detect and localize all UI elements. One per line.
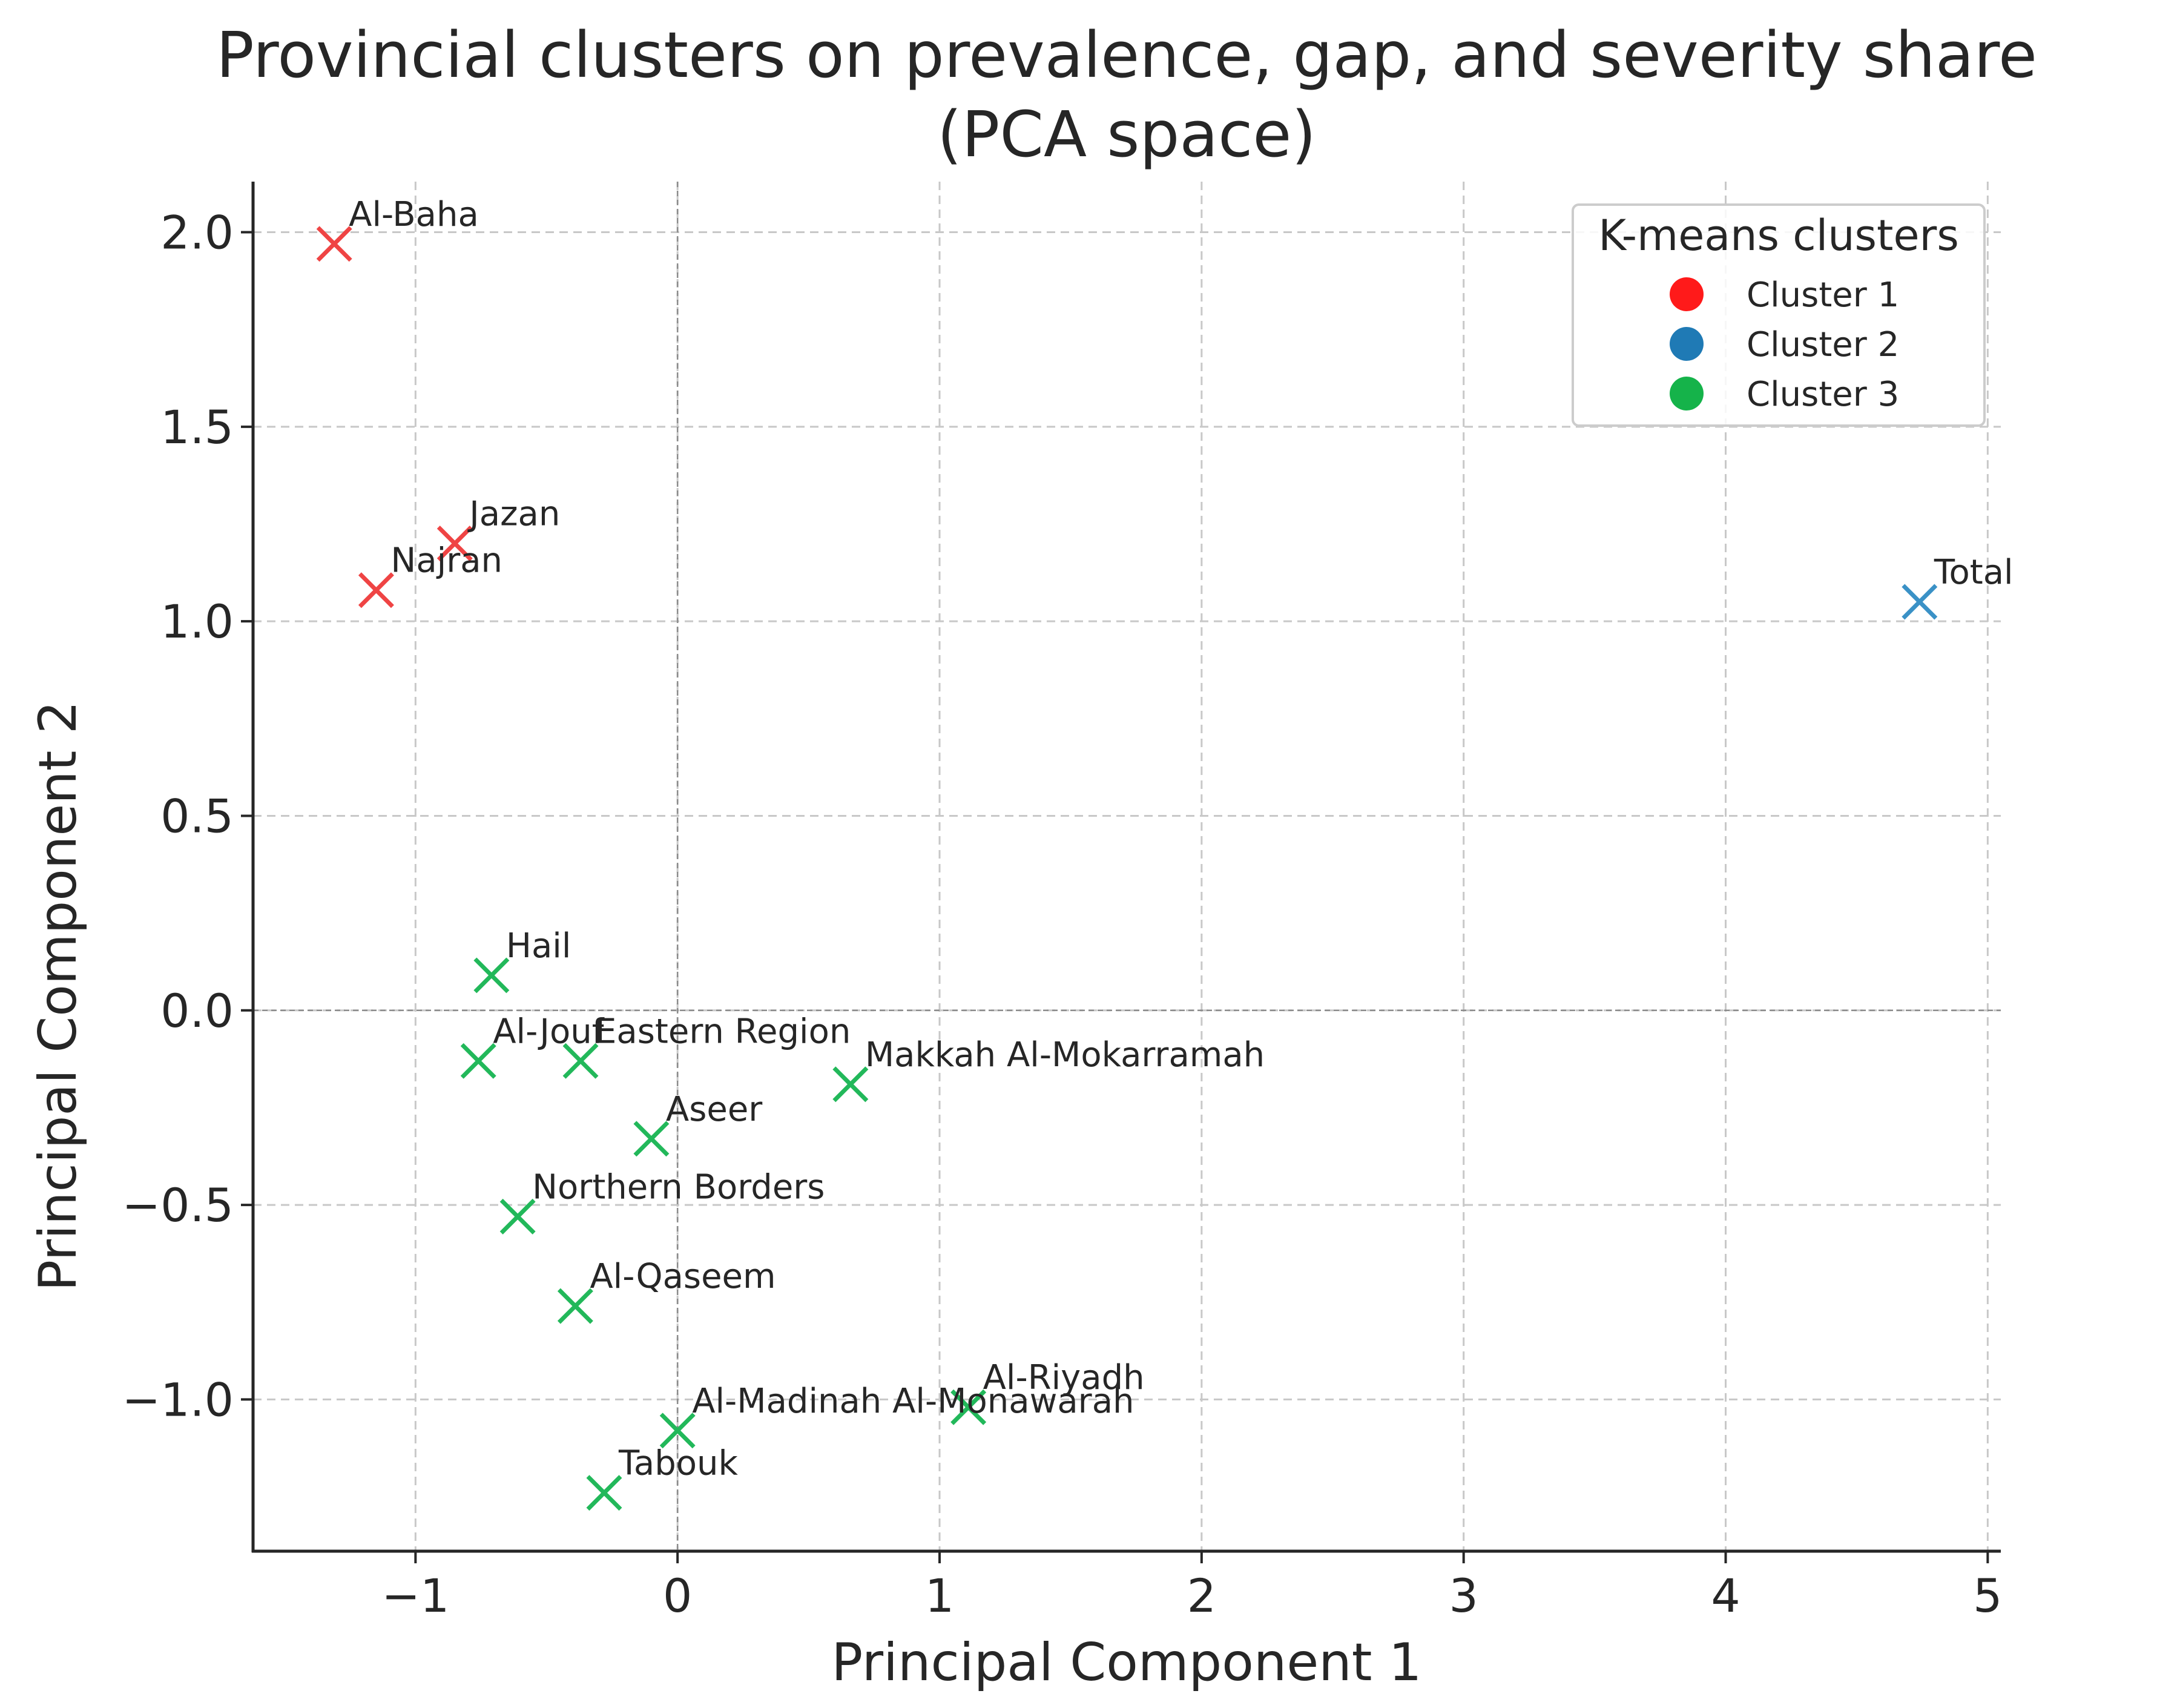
point-jazan — [436, 526, 473, 562]
point-al-qaseem — [557, 1288, 593, 1324]
y-tick-label: 0.5 — [160, 789, 234, 843]
x-tick-label: 0 — [663, 1569, 692, 1623]
point-al-riyadh — [950, 1389, 987, 1425]
point-label-makkah-al-mokarramah: Makkah Al-Mokarramah — [865, 1035, 1265, 1075]
point-label-hail: Hail — [506, 926, 571, 966]
point-label-eastern-region: Eastern Region — [595, 1012, 851, 1051]
point-hail — [473, 957, 510, 994]
y-tick-label: 1.0 — [160, 595, 234, 648]
x-tick-label: 4 — [1711, 1569, 1740, 1623]
y-tick-label: −1.0 — [122, 1373, 234, 1426]
legend-box — [1572, 203, 1986, 427]
point-label-tabouk: Tabouk — [618, 1444, 739, 1483]
x-tick-label: 1 — [925, 1569, 954, 1623]
x-axis-label: Principal Component 1 — [831, 1632, 1421, 1693]
x-tick-label: 3 — [1449, 1569, 1478, 1623]
y-tick-label: 1.5 — [160, 400, 234, 454]
point-al-jouf — [460, 1043, 496, 1079]
y-tick-label: −0.5 — [122, 1178, 234, 1232]
legend-marker-cluster-2 — [1670, 327, 1704, 361]
point-aseer — [633, 1121, 670, 1157]
y-tick-label: 0.0 — [160, 984, 234, 1038]
y-axis-label: Principal Component 2 — [28, 701, 88, 1291]
x-tick-label: 2 — [1187, 1569, 1216, 1623]
point-tabouk — [586, 1475, 622, 1511]
point-al-baha — [316, 226, 352, 262]
point-label-al-madinah-al-monawarah: Al-Madinah Al-Monawarah — [692, 1382, 1134, 1421]
point-label-aseer: Aseer — [666, 1090, 763, 1129]
point-label-najran: Najran — [390, 541, 502, 581]
axes-layer: −1 0 1 2 3 4 5 −1.0 −0.5 0.0 0.5 1.0 1.5 2.0 — [122, 182, 2003, 1623]
point-eastern-region — [562, 1043, 599, 1079]
point-label-al-jouf: Al-Jouf — [493, 1012, 604, 1051]
x-tick-label: 5 — [1973, 1569, 2002, 1623]
legend-title: K-means clusters — [1598, 211, 1959, 260]
point-label-northern-borders: Northern Borders — [532, 1167, 825, 1207]
point-label-al-baha: Al-Baha — [349, 195, 479, 234]
point-northern-borders — [499, 1198, 536, 1235]
x-tick-label: −1 — [381, 1569, 449, 1623]
legend-label-cluster-2: Cluster 2 — [1747, 325, 1899, 364]
point-label-total: Total — [1934, 553, 2014, 592]
legend-marker-cluster-1 — [1670, 277, 1704, 311]
legend-label-cluster-3: Cluster 3 — [1747, 375, 1899, 414]
point-al-madinah-al-monawarah — [659, 1413, 696, 1449]
chart-subtitle: (PCA space) — [937, 97, 1316, 171]
legend-marker-cluster-3 — [1670, 377, 1704, 411]
point-label-jazan: Jazan — [467, 495, 560, 534]
chart-title: Provincial clusters on prevalence, gap, … — [216, 18, 2037, 92]
point-najran — [358, 572, 394, 608]
point-label-al-riyadh: Al-Riyadh — [983, 1358, 1145, 1397]
points-layer — [316, 226, 1938, 1511]
y-tick-label: 2.0 — [160, 206, 234, 260]
point-makkah-al-mokarramah — [832, 1066, 869, 1103]
legend-label-cluster-1: Cluster 1 — [1747, 275, 1899, 315]
point-labels-layer: Al-Baha Jazan Najran Total Hail Al-JoufEaster… — [349, 195, 2013, 1483]
point-label-al-qaseem: Al-Qaseem — [590, 1257, 776, 1296]
point-total — [1902, 584, 1938, 620]
legend-entries: Cluster 1 Cluster 2 Cluster 3 — [1670, 275, 1899, 414]
